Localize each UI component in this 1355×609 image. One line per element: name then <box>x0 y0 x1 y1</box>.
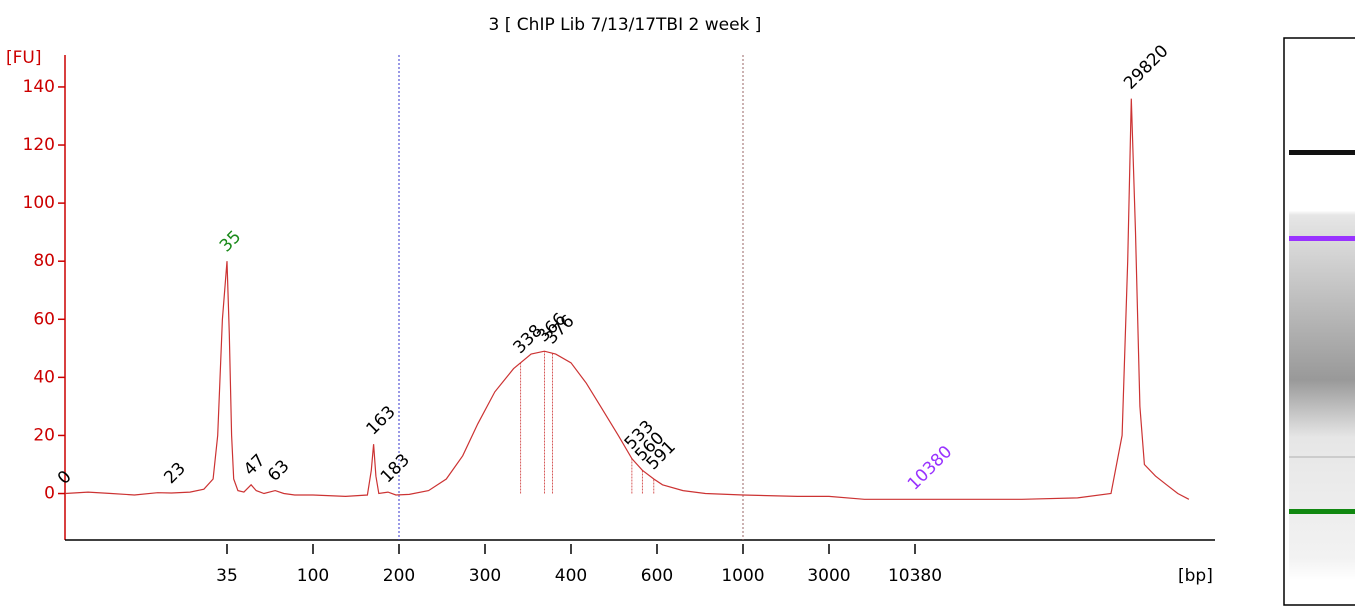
peak-label: 163 <box>363 402 400 439</box>
x-tick-label: 1000 <box>721 566 764 586</box>
peak-label: 10380 <box>904 442 956 494</box>
y-tick-label: 0 <box>44 484 55 504</box>
y-tick-label: 40 <box>33 367 55 387</box>
x-tick-label: 400 <box>555 566 587 586</box>
peak-label: 0 <box>54 467 76 489</box>
y-tick-label: 80 <box>33 251 55 271</box>
trace <box>64 98 1190 500</box>
x-tick-label: 35 <box>216 566 238 586</box>
x-tick-label: 100 <box>297 566 329 586</box>
x-tick-label: 300 <box>469 566 501 586</box>
peak-label: 63 <box>264 456 293 485</box>
y-axis-label: [FU] <box>6 48 42 68</box>
x-tick-label: 10380 <box>888 566 942 586</box>
y-tick-label: 140 <box>23 77 55 97</box>
y-tick-label: 60 <box>33 309 55 329</box>
x-tick-label: 3000 <box>807 566 850 586</box>
peak-label: 47 <box>240 450 269 479</box>
y-tick-label: 100 <box>23 193 55 213</box>
peak-label: 183 <box>377 450 414 487</box>
y-tick-label: 120 <box>23 135 55 155</box>
x-axis-label: [bp] <box>1178 566 1213 586</box>
gel-lane <box>1283 37 1355 606</box>
chart-title: 3 [ ChIP Lib 7/13/17TBI 2 week ] <box>489 15 762 35</box>
y-tick-label: 20 <box>33 425 55 445</box>
peak-label: 35 <box>216 227 245 256</box>
x-tick-label: 200 <box>383 566 415 586</box>
peak-label: 23 <box>160 459 189 488</box>
x-tick-label: 600 <box>641 566 673 586</box>
peak-label: 29820 <box>1120 41 1172 93</box>
